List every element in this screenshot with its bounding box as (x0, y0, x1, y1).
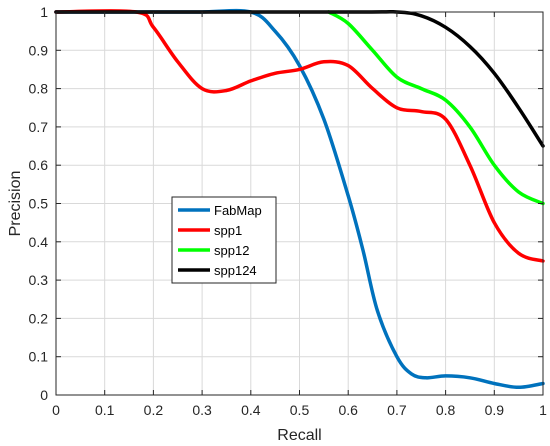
x-tick-label: 1 (539, 402, 547, 418)
y-axis-ticks: 0 0.1 0.2 0.3 0.4 0.5 0.6 0.7 0.8 0.9 1 (29, 4, 543, 403)
legend-label-spp12: spp12 (214, 243, 249, 258)
x-tick-label: 0.9 (485, 402, 505, 418)
x-tick-label: 0.8 (436, 402, 456, 418)
x-tick-label: 0.5 (290, 402, 310, 418)
y-tick-label: 0.7 (29, 119, 49, 135)
legend-label-spp1: spp1 (214, 223, 242, 238)
y-tick-label: 0.5 (29, 196, 49, 212)
y-tick-label: 0.9 (29, 42, 49, 58)
y-tick-label: 0.8 (29, 81, 49, 97)
x-tick-label: 0.1 (95, 402, 115, 418)
x-tick-label: 0.4 (241, 402, 261, 418)
x-tick-label: 0.3 (192, 402, 212, 418)
y-tick-label: 0.3 (29, 272, 49, 288)
series-line-spp1 (54, 9, 545, 263)
y-axis-label: Precision (7, 171, 24, 237)
x-tick-label: 0 (52, 402, 60, 418)
x-tick-label: 0.7 (387, 402, 407, 418)
y-tick-label: 0 (40, 387, 48, 403)
y-tick-label: 0.2 (29, 310, 49, 326)
y-tick-label: 0.1 (29, 349, 49, 365)
legend-label-fabmap: FabMap (214, 203, 262, 218)
x-tick-label: 0.6 (338, 402, 358, 418)
legend: FabMap spp1 spp12 spp124 (171, 196, 277, 284)
y-tick-label: 1 (40, 4, 48, 20)
legend-label-spp124: spp124 (214, 263, 257, 278)
series-line-spp12 (326, 10, 545, 206)
y-tick-label: 0.4 (29, 234, 49, 250)
x-axis-ticks: 0 0.1 0.2 0.3 0.4 0.5 0.6 0.7 0.8 0.9 1 (52, 12, 547, 418)
x-axis-label: Recall (277, 427, 321, 444)
x-tick-label: 0.2 (144, 402, 164, 418)
y-tick-label: 0.6 (29, 157, 49, 173)
